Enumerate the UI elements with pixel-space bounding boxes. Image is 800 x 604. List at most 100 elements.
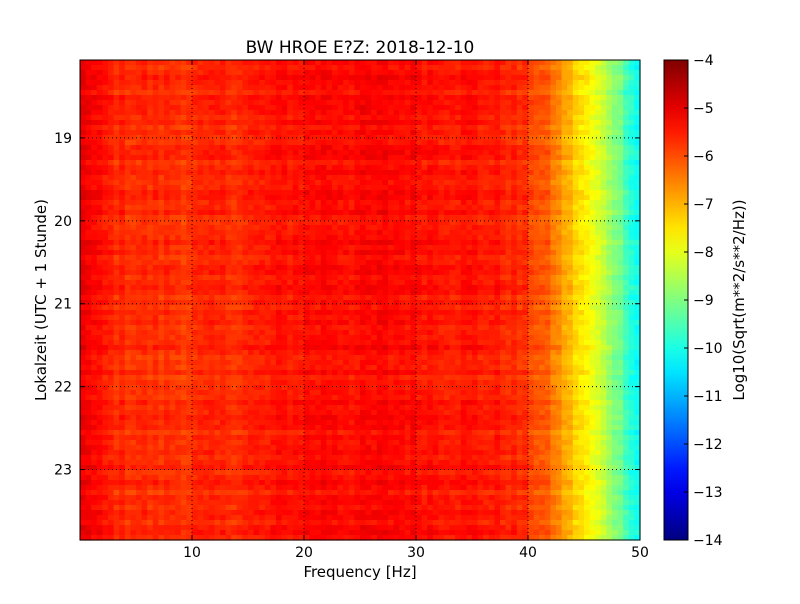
heatmap-cell (617, 90, 624, 96)
heatmap-cell (634, 285, 641, 291)
heatmap-cell (264, 90, 271, 96)
heatmap-cell (371, 70, 378, 76)
heatmap-cell (544, 205, 551, 211)
heatmap-cell (438, 240, 445, 246)
heatmap-cell (298, 285, 305, 291)
heatmap-cell (315, 85, 322, 91)
heatmap-cell (326, 95, 333, 101)
heatmap-cell (130, 205, 137, 211)
heatmap-cell (326, 290, 333, 296)
heatmap-cell (404, 110, 411, 116)
heatmap-cell (130, 105, 137, 111)
heatmap-cell (365, 145, 372, 151)
heatmap-cell (141, 195, 148, 201)
heatmap-cell (348, 165, 355, 171)
heatmap-cell (449, 220, 456, 226)
heatmap-cell (337, 85, 344, 91)
heatmap-cell (623, 195, 630, 201)
heatmap-cell (192, 175, 199, 181)
heatmap-cell (578, 135, 585, 141)
heatmap-cell (388, 185, 395, 191)
heatmap-cell (556, 150, 563, 156)
heatmap-cell (158, 140, 165, 146)
heatmap-cell (315, 90, 322, 96)
heatmap-cell (617, 300, 624, 306)
heatmap-cell (113, 130, 120, 136)
heatmap-cell (365, 230, 372, 236)
heatmap-cell (528, 95, 535, 101)
heatmap-cell (421, 185, 428, 191)
heatmap-cell (472, 195, 479, 201)
heatmap-cell (455, 200, 462, 206)
heatmap-cell (449, 110, 456, 116)
heatmap-cell (343, 160, 350, 166)
heatmap-cell (180, 200, 187, 206)
heatmap-cell (119, 255, 126, 261)
heatmap-cell (304, 100, 311, 106)
heatmap-cell (438, 180, 445, 186)
heatmap-cell (225, 70, 232, 76)
heatmap-cell (292, 140, 299, 146)
heatmap-cell (169, 95, 176, 101)
heatmap-cell (500, 205, 507, 211)
heatmap-cell (281, 290, 288, 296)
heatmap-cell (287, 300, 294, 306)
heatmap-cell (136, 185, 143, 191)
heatmap-cell (421, 295, 428, 301)
heatmap-cell (404, 185, 411, 191)
heatmap-cell (158, 215, 165, 221)
heatmap-cell (186, 275, 193, 281)
heatmap-cell (516, 240, 523, 246)
heatmap-cell (365, 140, 372, 146)
heatmap-cell (561, 250, 568, 256)
heatmap-cell (600, 90, 607, 96)
heatmap-cell (522, 120, 529, 126)
heatmap-cell (259, 305, 266, 311)
heatmap-cell (371, 280, 378, 286)
heatmap-cell (270, 230, 277, 236)
heatmap-cell (472, 185, 479, 191)
heatmap-cell (371, 105, 378, 111)
heatmap-cell (371, 110, 378, 116)
heatmap-cell (91, 80, 98, 86)
heatmap-cell (444, 210, 451, 216)
heatmap-cell (231, 300, 238, 306)
heatmap-cell (516, 260, 523, 266)
heatmap-cell (270, 130, 277, 136)
heatmap-cell (399, 220, 406, 226)
heatmap-cell (242, 275, 249, 281)
heatmap-cell (472, 85, 479, 91)
heatmap-cell (528, 90, 535, 96)
heatmap-cell (488, 75, 495, 81)
heatmap-cell (96, 165, 103, 171)
heatmap-cell (544, 160, 551, 166)
heatmap-cell (399, 100, 406, 106)
heatmap-cell (556, 285, 563, 291)
heatmap-cell (298, 305, 305, 311)
heatmap-cell (416, 185, 423, 191)
heatmap-cell (623, 200, 630, 206)
heatmap-cell (80, 235, 87, 241)
heatmap-cell (416, 125, 423, 131)
heatmap-cell (444, 300, 451, 306)
heatmap-cell (623, 60, 630, 66)
heatmap-cell (449, 185, 456, 191)
heatmap-cell (600, 115, 607, 121)
heatmap-cell (544, 220, 551, 226)
chart-title: BW HROE E?Z: 2018-12-10 (246, 38, 475, 58)
heatmap-cell (136, 280, 143, 286)
heatmap-cell (522, 225, 529, 231)
heatmap-cell (158, 95, 165, 101)
heatmap-cell (253, 175, 260, 181)
heatmap-cell (584, 190, 591, 196)
heatmap-cell (315, 195, 322, 201)
heatmap-cell (427, 200, 434, 206)
heatmap-cell (169, 305, 176, 311)
heatmap-cell (382, 290, 389, 296)
heatmap-cell (186, 170, 193, 176)
heatmap-cell (270, 180, 277, 186)
heatmap-cell (376, 80, 383, 86)
heatmap-cell (388, 175, 395, 181)
heatmap-cell (432, 160, 439, 166)
heatmap-cell (393, 160, 400, 166)
